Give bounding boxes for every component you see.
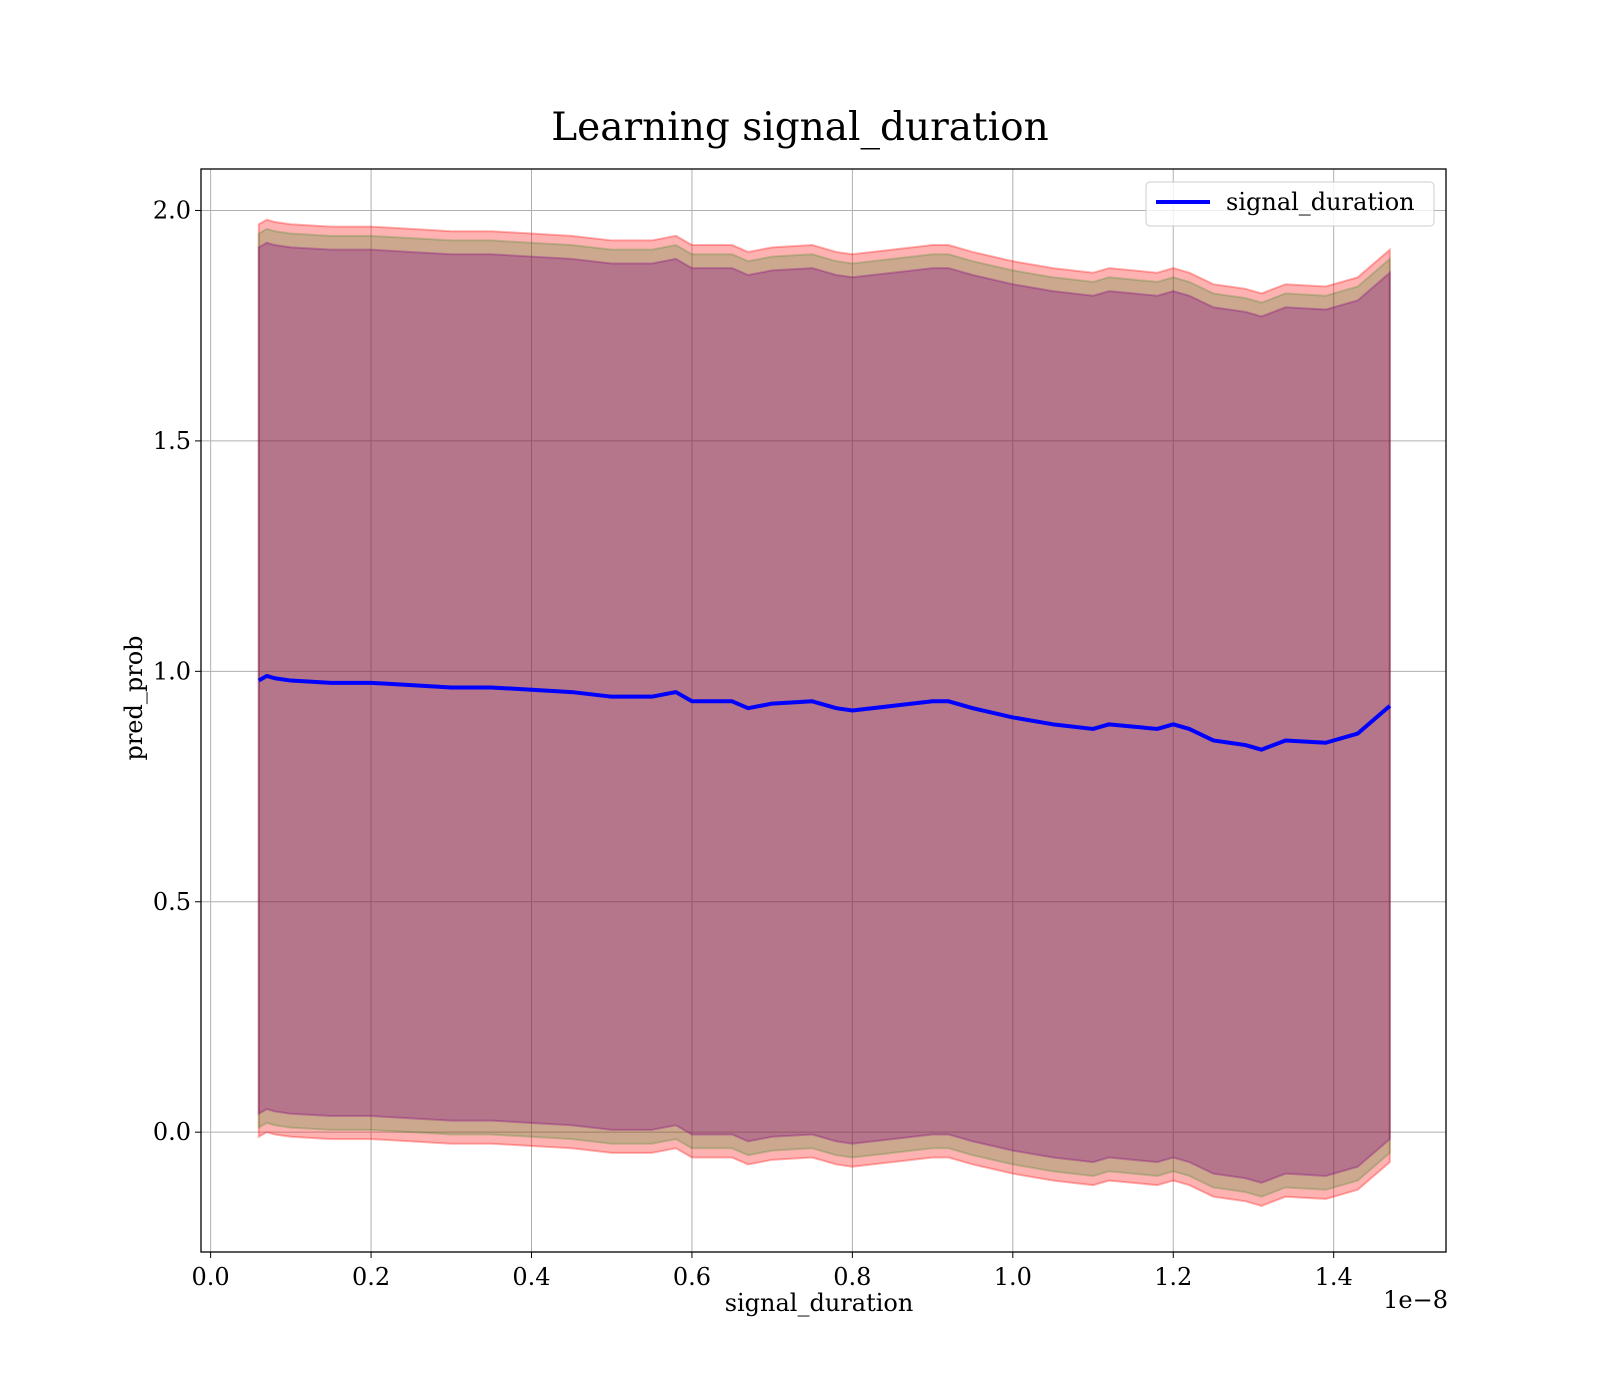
x-tick-label: 0.2 [352, 1263, 390, 1291]
x-axis-label: signal_duration [725, 1289, 914, 1317]
legend: signal_duration [1145, 181, 1435, 227]
x-tick-label: 1.4 [1315, 1263, 1353, 1291]
y-tick-label: 1.5 [153, 427, 191, 455]
x-axis-offset-label: 1e−8 [1383, 1286, 1448, 1314]
x-tick-label: 1.2 [1154, 1263, 1192, 1291]
x-axis-ticks: 0.0 0.2 0.4 0.6 0.8 1.0 1.2 1.4 [192, 1252, 1353, 1291]
confidence-band [257, 218, 1391, 1207]
confidence-bands [257, 218, 1391, 1207]
y-tick-label: 0.0 [153, 1118, 191, 1146]
y-tick-label: 2.0 [153, 196, 191, 224]
x-tick-label: 1.0 [994, 1263, 1032, 1291]
x-tick-label: 0.8 [833, 1263, 871, 1291]
y-tick-label: 1.0 [153, 657, 191, 685]
y-axis-label: pred_prob [120, 635, 148, 760]
y-axis-ticks: 0.0 0.5 1.0 1.5 2.0 [153, 196, 201, 1146]
x-tick-label: 0.0 [192, 1263, 230, 1291]
legend-box [1145, 181, 1435, 227]
confidence-band [257, 241, 1391, 1184]
x-tick-label: 0.4 [512, 1263, 550, 1291]
y-tick-label: 0.5 [153, 888, 191, 916]
series-lines [257, 673, 1392, 752]
confidence-band [257, 227, 1391, 1198]
series-line [257, 673, 1392, 752]
plot-frame [200, 168, 1447, 1253]
chart-title: Learning signal_duration [551, 105, 1048, 150]
legend-label: signal_duration [1226, 188, 1415, 216]
x-tick-label: 0.6 [673, 1263, 711, 1291]
plot-area [200, 168, 1447, 1253]
